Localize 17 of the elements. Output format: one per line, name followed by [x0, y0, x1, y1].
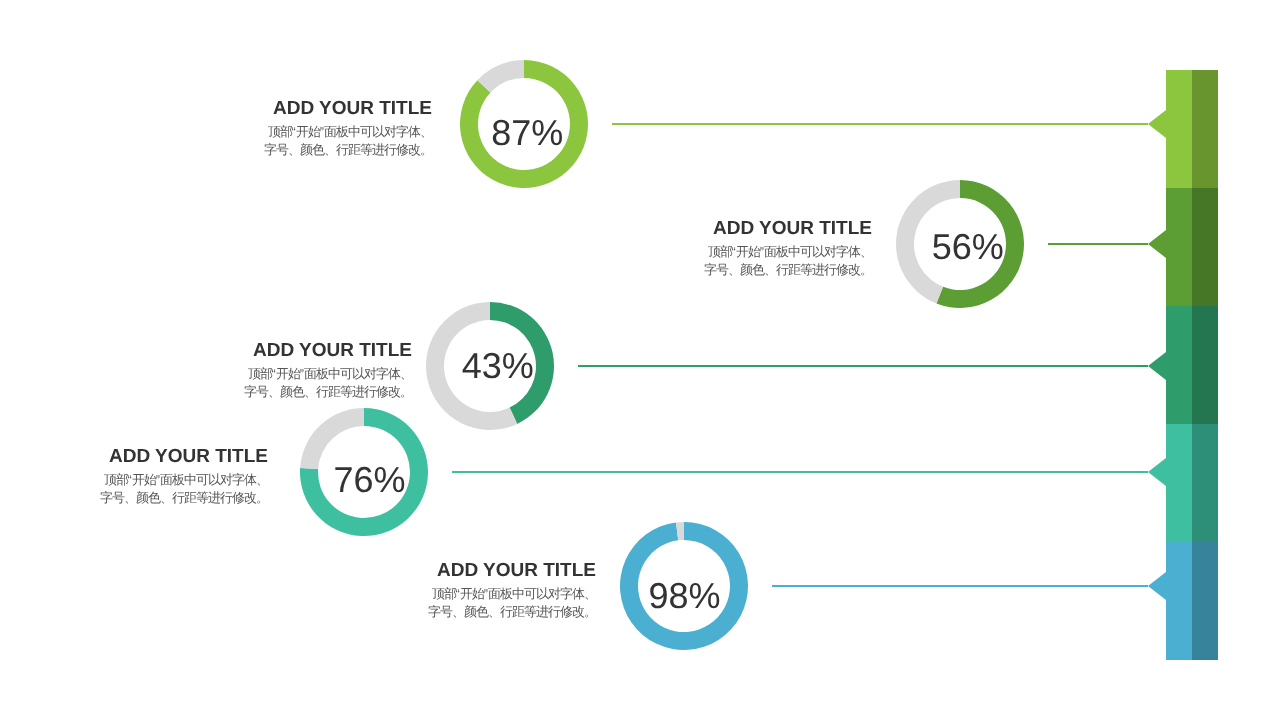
donut-slice: [300, 408, 364, 470]
text: ADD YOUR TITLE: [272, 98, 432, 120]
text: ADD YOUR TITLE: [436, 560, 596, 582]
text: ADD YOUR TITLE: [108, 446, 268, 468]
donut-slice: [620, 522, 748, 650]
donut-slice: [477, 60, 524, 93]
data-label: 98%: [648, 575, 721, 616]
text: ADD YOUR TITLE: [712, 218, 872, 240]
donut-slice: [936, 180, 1024, 308]
data-label: 56%: [931, 227, 1004, 268]
data-label: 76%: [333, 459, 406, 500]
data-label: 43%: [461, 346, 534, 387]
donut-slice: [675, 522, 684, 541]
text: ADD YOUR TITLE: [252, 340, 412, 362]
donut-slice: [300, 408, 428, 536]
data-label: 87%: [491, 113, 564, 154]
donut-slice: [460, 60, 588, 188]
